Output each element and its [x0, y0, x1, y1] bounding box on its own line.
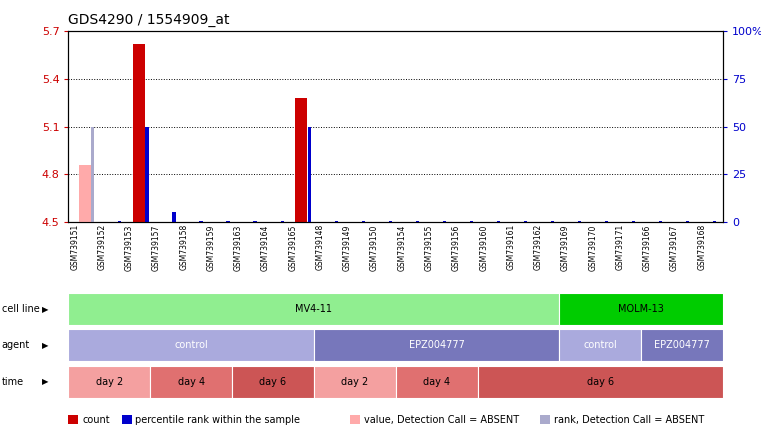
Text: day 6: day 6 — [260, 377, 287, 387]
Text: GSM739165: GSM739165 — [288, 224, 298, 270]
Bar — [632, 221, 635, 222]
Bar — [497, 221, 500, 222]
Text: percentile rank within the sample: percentile rank within the sample — [135, 415, 301, 424]
Text: GSM739150: GSM739150 — [370, 224, 379, 270]
Bar — [686, 221, 689, 222]
Text: day 4: day 4 — [177, 377, 205, 387]
Text: rank, Detection Call = ABSENT: rank, Detection Call = ABSENT — [554, 415, 704, 424]
Text: count: count — [82, 415, 110, 424]
Bar — [199, 221, 202, 222]
Bar — [78, 165, 91, 222]
Text: GSM739148: GSM739148 — [316, 224, 324, 270]
Text: GSM739164: GSM739164 — [261, 224, 270, 270]
Text: agent: agent — [2, 341, 30, 350]
Text: EPZ004777: EPZ004777 — [409, 341, 464, 350]
Text: GSM739168: GSM739168 — [697, 224, 706, 270]
Bar — [389, 221, 392, 222]
Bar — [416, 221, 419, 222]
Text: value, Detection Call = ABSENT: value, Detection Call = ABSENT — [364, 415, 519, 424]
Text: GSM739152: GSM739152 — [97, 224, 107, 270]
Bar — [132, 44, 145, 222]
Text: GSM739156: GSM739156 — [452, 224, 461, 270]
Text: GSM739158: GSM739158 — [179, 224, 188, 270]
Text: GSM739161: GSM739161 — [506, 224, 515, 270]
Text: GSM739149: GSM739149 — [342, 224, 352, 270]
Text: control: control — [584, 341, 617, 350]
Bar — [605, 221, 608, 222]
Text: day 2: day 2 — [96, 377, 123, 387]
Bar — [578, 221, 581, 222]
Text: GSM739154: GSM739154 — [397, 224, 406, 270]
Bar — [524, 221, 527, 222]
Text: day 2: day 2 — [341, 377, 368, 387]
Text: GSM739170: GSM739170 — [588, 224, 597, 270]
Bar — [295, 98, 307, 222]
Text: GSM739169: GSM739169 — [561, 224, 570, 270]
Bar — [659, 221, 662, 222]
Bar — [281, 221, 284, 222]
Bar — [443, 221, 446, 222]
Text: control: control — [174, 341, 208, 350]
Bar — [551, 221, 554, 222]
Text: GSM739159: GSM739159 — [206, 224, 215, 270]
Bar — [307, 127, 310, 222]
Bar — [361, 221, 365, 222]
Text: GSM739163: GSM739163 — [234, 224, 243, 270]
Text: GSM739153: GSM739153 — [125, 224, 134, 270]
Text: day 4: day 4 — [423, 377, 451, 387]
Bar — [470, 221, 473, 222]
Bar — [335, 221, 338, 222]
Text: MOLM-13: MOLM-13 — [618, 304, 664, 314]
Bar — [118, 221, 122, 222]
Text: MV4-11: MV4-11 — [295, 304, 333, 314]
Text: ▶: ▶ — [42, 341, 49, 350]
Bar — [227, 221, 230, 222]
Text: GSM739171: GSM739171 — [616, 224, 625, 270]
Text: GSM739155: GSM739155 — [425, 224, 434, 270]
Text: day 6: day 6 — [587, 377, 614, 387]
Text: GDS4290 / 1554909_at: GDS4290 / 1554909_at — [68, 13, 230, 27]
Bar — [91, 127, 94, 222]
Bar — [253, 221, 256, 222]
Text: GSM739166: GSM739166 — [643, 224, 651, 270]
Text: cell line: cell line — [2, 304, 40, 314]
Text: GSM739151: GSM739151 — [70, 224, 79, 270]
Bar — [172, 213, 176, 222]
Text: GSM739157: GSM739157 — [152, 224, 161, 270]
Text: time: time — [2, 377, 24, 387]
Text: GSM739162: GSM739162 — [533, 224, 543, 270]
Text: ▶: ▶ — [42, 377, 49, 386]
Bar — [713, 221, 716, 222]
Bar — [145, 127, 148, 222]
Text: GSM739160: GSM739160 — [479, 224, 488, 270]
Text: ▶: ▶ — [42, 305, 49, 313]
Text: GSM739167: GSM739167 — [670, 224, 679, 270]
Text: EPZ004777: EPZ004777 — [654, 341, 710, 350]
